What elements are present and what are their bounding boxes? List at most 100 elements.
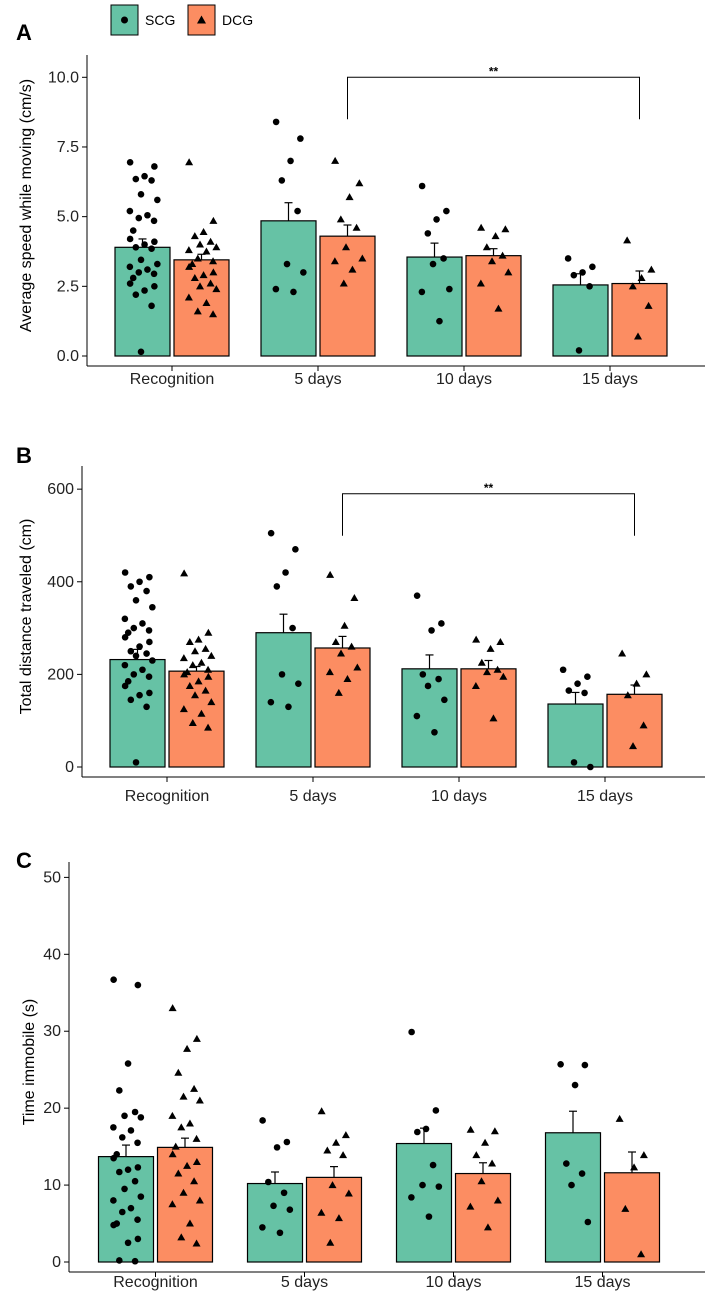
- data-point-dcg: [637, 273, 646, 281]
- data-point-scg: [151, 283, 158, 290]
- bar-dcg: [319, 235, 376, 357]
- data-point-dcg: [179, 705, 188, 713]
- data-point-dcg: [628, 282, 637, 290]
- data-point-dcg: [168, 1150, 177, 1158]
- data-point-scg: [148, 302, 155, 310]
- data-point-dcg: [192, 1134, 201, 1142]
- data-point-dcg: [483, 1223, 492, 1231]
- data-point-dcg: [194, 635, 203, 643]
- data-point-dcg: [168, 1111, 177, 1119]
- data-point-scg: [584, 673, 591, 680]
- bar-scg: [246, 1182, 304, 1263]
- bar-dcg: [454, 1172, 512, 1263]
- data-point-scg: [295, 680, 302, 687]
- data-point-scg: [418, 182, 426, 190]
- bar-dcg: [603, 1172, 661, 1263]
- data-point-scg: [422, 1125, 430, 1133]
- data-point-dcg: [209, 268, 218, 276]
- data-point-scg: [292, 546, 299, 553]
- bar-scg: [395, 1142, 453, 1263]
- data-point-scg: [146, 689, 153, 697]
- bar-dcg: [314, 647, 371, 768]
- data-point-scg: [116, 1168, 123, 1176]
- data-point-scg: [276, 1229, 284, 1237]
- data-point-dcg: [340, 621, 349, 629]
- data-point-scg: [118, 1208, 126, 1216]
- y-tick-label: 30: [43, 1023, 61, 1040]
- data-point-dcg: [331, 156, 340, 164]
- data-point-scg: [265, 1178, 272, 1186]
- data-point-dcg: [347, 642, 356, 650]
- data-point-scg: [110, 976, 117, 983]
- data-point-dcg: [209, 216, 218, 224]
- y-tick-label: 5.0: [57, 209, 79, 226]
- data-point-scg: [278, 671, 286, 678]
- data-point-dcg: [191, 647, 200, 655]
- data-point-dcg: [201, 644, 210, 652]
- data-point-scg: [571, 1081, 579, 1089]
- data-point-dcg: [177, 1233, 186, 1241]
- data-point-scg: [131, 1108, 139, 1116]
- data-point-scg: [413, 592, 421, 599]
- data-point-dcg: [196, 240, 205, 248]
- data-point-scg: [146, 638, 153, 646]
- bar-dcg: [465, 255, 522, 357]
- data-point-scg: [408, 1028, 415, 1036]
- data-point-scg: [134, 1216, 141, 1223]
- data-point-scg: [132, 175, 140, 183]
- data-point-scg: [428, 627, 435, 634]
- x-tick-label: 5 days: [289, 788, 336, 805]
- data-point-scg: [581, 1061, 589, 1069]
- data-point-dcg: [317, 1208, 326, 1216]
- data-point-scg: [589, 263, 596, 271]
- data-point-scg: [126, 263, 134, 271]
- bar-dcg: [173, 259, 230, 357]
- bar-scg: [109, 658, 166, 768]
- data-point-scg: [132, 596, 140, 604]
- data-point-dcg: [501, 225, 510, 233]
- data-point-dcg: [179, 654, 188, 662]
- data-point-scg: [435, 675, 442, 683]
- data-point-scg: [282, 569, 289, 576]
- data-point-scg: [429, 1161, 437, 1169]
- data-point-scg: [121, 661, 129, 669]
- data-point-scg: [135, 269, 143, 276]
- data-point-dcg: [180, 670, 189, 678]
- bar-dcg: [611, 282, 668, 357]
- data-point-dcg: [195, 1096, 204, 1104]
- data-point-dcg: [168, 1004, 177, 1012]
- data-point-dcg: [190, 1177, 199, 1185]
- data-point-scg: [440, 255, 447, 262]
- data-point-scg: [141, 172, 148, 180]
- data-point-dcg: [174, 1169, 183, 1177]
- data-point-dcg: [207, 698, 216, 706]
- data-point-dcg: [194, 677, 203, 685]
- data-point-scg: [287, 157, 294, 165]
- data-point-scg: [570, 271, 578, 279]
- data-point-dcg: [197, 709, 206, 717]
- data-point-scg: [126, 207, 134, 215]
- x-tick-label: Recognition: [130, 371, 215, 388]
- data-point-dcg: [179, 1092, 188, 1100]
- data-point-dcg: [196, 282, 205, 290]
- data-point-scg: [132, 291, 140, 298]
- data-point-dcg: [639, 1151, 648, 1159]
- data-point-scg: [121, 682, 129, 690]
- data-point-dcg: [466, 1125, 475, 1133]
- data-point-scg: [131, 1177, 139, 1185]
- data-point-dcg: [634, 332, 643, 340]
- data-point-scg: [283, 260, 291, 268]
- significance-label: **: [484, 481, 494, 495]
- data-point-scg: [425, 1213, 433, 1220]
- data-point-scg: [587, 763, 594, 771]
- legend-marker-dcg: [197, 15, 206, 24]
- data-point-scg: [129, 274, 137, 282]
- data-point-dcg: [483, 668, 492, 676]
- data-point-scg: [154, 196, 161, 204]
- data-point-scg: [116, 1257, 123, 1264]
- data-point-scg: [414, 1128, 421, 1136]
- data-point-dcg: [185, 1119, 194, 1127]
- data-point-dcg: [343, 675, 352, 683]
- data-point-scg: [121, 1112, 128, 1120]
- data-point-scg: [575, 347, 583, 354]
